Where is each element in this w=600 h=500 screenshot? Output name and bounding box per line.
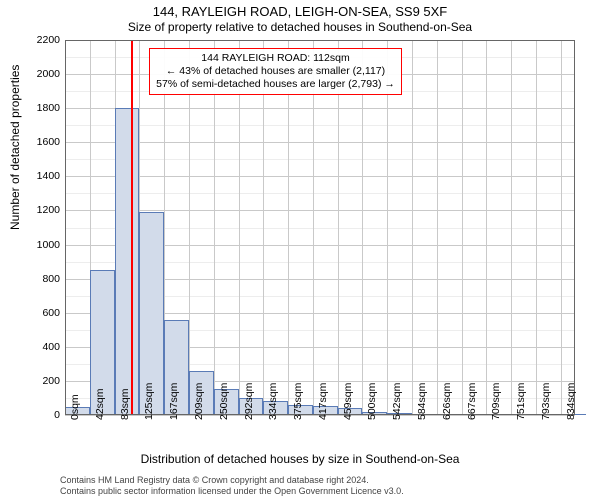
y-tick-label: 0 — [10, 409, 60, 421]
gridline-minor — [65, 159, 575, 160]
x-tick-label: 459sqm — [342, 383, 354, 420]
x-tick-label: 751sqm — [515, 383, 527, 420]
annotation-line: ← 43% of detached houses are smaller (2,… — [156, 65, 395, 78]
x-tick-label: 375sqm — [292, 383, 304, 420]
gridline-vertical — [214, 40, 215, 415]
chart-title: 144, RAYLEIGH ROAD, LEIGH-ON-SEA, SS9 5X… — [0, 4, 600, 19]
x-tick-label: 542sqm — [391, 383, 403, 420]
annotation-box: 144 RAYLEIGH ROAD: 112sqm← 43% of detach… — [149, 48, 402, 95]
x-tick-label: 0sqm — [69, 394, 81, 420]
gridline-vertical — [189, 40, 190, 415]
x-tick-label: 584sqm — [416, 383, 428, 420]
x-axis-title: Distribution of detached houses by size … — [0, 452, 600, 466]
gridline-vertical — [288, 40, 289, 415]
x-tick-label: 626sqm — [441, 383, 453, 420]
y-tick-label: 1800 — [10, 102, 60, 114]
gridline-vertical — [561, 40, 562, 415]
x-tick-label: 709sqm — [490, 383, 502, 420]
x-tick-label: 125sqm — [143, 383, 155, 420]
gridline-minor — [65, 193, 575, 194]
property-marker-line — [131, 40, 133, 415]
gridline-major — [65, 176, 575, 177]
footer-line-2: Contains public sector information licen… — [60, 486, 404, 496]
footer-line-1: Contains HM Land Registry data © Crown c… — [60, 475, 369, 485]
x-tick-label: 167sqm — [168, 383, 180, 420]
annotation-line: 144 RAYLEIGH ROAD: 112sqm — [156, 52, 395, 65]
x-tick-label: 83sqm — [119, 388, 131, 420]
y-tick-label: 600 — [10, 307, 60, 319]
y-tick-label: 1000 — [10, 239, 60, 251]
y-tick-label: 200 — [10, 375, 60, 387]
x-tick-label: 834sqm — [565, 383, 577, 420]
y-tick-label: 1400 — [10, 170, 60, 182]
y-tick-label: 1200 — [10, 204, 60, 216]
gridline-vertical — [511, 40, 512, 415]
gridline-vertical — [462, 40, 463, 415]
y-tick-label: 1600 — [10, 136, 60, 148]
gridline-vertical — [362, 40, 363, 415]
chart-subtitle: Size of property relative to detached ho… — [0, 20, 600, 34]
x-tick-label: 417sqm — [317, 383, 329, 420]
gridline-vertical — [486, 40, 487, 415]
property-size-chart: 144, RAYLEIGH ROAD, LEIGH-ON-SEA, SS9 5X… — [0, 0, 600, 500]
x-tick-label: 793sqm — [540, 383, 552, 420]
y-tick-label: 2000 — [10, 68, 60, 80]
y-tick-label: 800 — [10, 273, 60, 285]
x-tick-label: 292sqm — [243, 383, 255, 420]
x-tick-label: 334sqm — [267, 383, 279, 420]
y-tick-label: 400 — [10, 341, 60, 353]
gridline-vertical — [338, 40, 339, 415]
gridline-vertical — [387, 40, 388, 415]
x-tick-label: 250sqm — [218, 383, 230, 420]
x-tick-label: 500sqm — [366, 383, 378, 420]
gridline-vertical — [536, 40, 537, 415]
gridline-vertical — [239, 40, 240, 415]
gridline-major — [65, 142, 575, 143]
histogram-bar — [115, 108, 140, 415]
gridline-major — [65, 108, 575, 109]
x-tick-label: 42sqm — [94, 388, 106, 420]
gridline-vertical — [437, 40, 438, 415]
gridline-minor — [65, 125, 575, 126]
gridline-vertical — [412, 40, 413, 415]
gridline-vertical — [263, 40, 264, 415]
plot-area: 144 RAYLEIGH ROAD: 112sqm← 43% of detach… — [65, 40, 575, 415]
gridline-vertical — [313, 40, 314, 415]
x-tick-label: 209sqm — [193, 383, 205, 420]
y-tick-label: 2200 — [10, 34, 60, 46]
annotation-line: 57% of semi-detached houses are larger (… — [156, 78, 395, 91]
x-tick-label: 667sqm — [466, 383, 478, 420]
